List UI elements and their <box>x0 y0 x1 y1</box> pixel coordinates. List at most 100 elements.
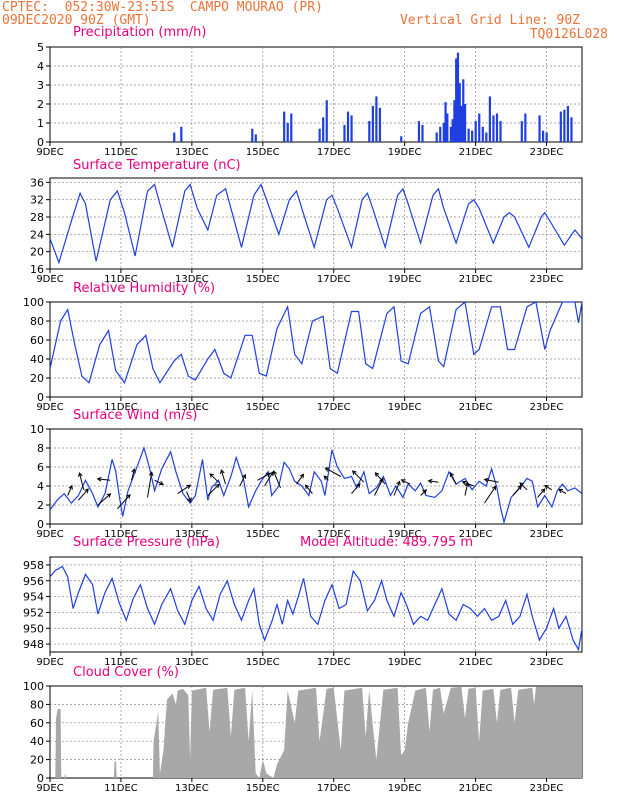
x-tick-label: 19DEC <box>388 274 422 285</box>
x-tick-label: 11DEC <box>104 147 138 158</box>
header-run-date: 09DEC2020 90Z (GMT) <box>2 13 151 28</box>
precip-bar <box>442 123 445 142</box>
precip-bar <box>492 115 495 142</box>
x-tick-label: 9DEC <box>36 147 63 158</box>
x-tick-label: 21DEC <box>459 657 493 668</box>
precip-bar <box>488 96 491 142</box>
x-tick-label: 9DEC <box>36 529 63 540</box>
wind-arrow <box>352 470 365 483</box>
wind-arrow-head <box>543 485 549 490</box>
wind-arrow <box>147 472 153 498</box>
panel-precip <box>46 46 583 146</box>
wind-arrow-head <box>159 480 164 486</box>
x-tick-label: 13DEC <box>175 529 209 540</box>
wind-arrow <box>296 474 304 485</box>
precip-bar <box>463 104 467 142</box>
panel-temp <box>46 177 583 273</box>
wind-arrow-head <box>464 481 470 487</box>
y-tick-label: 40 <box>30 735 44 748</box>
wind-arrow <box>537 488 546 498</box>
panel-title: Cloud Cover (%) <box>73 665 179 680</box>
wind-arrow <box>450 472 457 485</box>
precip-bar <box>462 79 465 142</box>
wind-arrow <box>207 483 220 496</box>
wind-arrow-head <box>126 494 131 499</box>
wind-arrow <box>544 485 553 491</box>
precip-bar <box>481 126 484 142</box>
wind-arrow <box>209 473 219 483</box>
wind-arrow-head <box>558 488 564 494</box>
precip-bar <box>375 96 378 142</box>
wind-arrow-head <box>96 476 102 482</box>
x-tick-label: 9DEC <box>36 402 63 413</box>
wind-arrow-head <box>209 473 215 478</box>
x-tick-label: 15DEC <box>246 657 280 668</box>
wind-arrow <box>239 474 246 487</box>
wind-arrow-head <box>449 471 455 477</box>
precip-bar <box>570 117 573 142</box>
y-tick-label: 80 <box>30 698 44 711</box>
precip-bar <box>343 124 346 142</box>
wind-arrow <box>305 484 313 494</box>
y-tick-label: 24 <box>30 228 44 241</box>
panel-title: Surface Pressure (hPa) <box>73 535 220 550</box>
precip-bar <box>524 113 527 142</box>
precip-bar <box>439 126 442 142</box>
y-tick-label: 956 <box>23 575 44 588</box>
wind-arrow <box>257 472 271 481</box>
panel-cloud <box>46 685 583 782</box>
wind-arrow <box>67 485 73 496</box>
wind-arrow-head <box>461 480 467 486</box>
precip-bar <box>286 123 289 142</box>
wind-arrow-head <box>241 473 246 479</box>
series-line <box>49 300 583 385</box>
wind-arrow-head <box>272 470 277 476</box>
precip-bar <box>520 121 523 142</box>
precip-bar <box>499 121 502 142</box>
wind-arrow <box>401 479 411 485</box>
precip-bar <box>559 111 562 142</box>
y-tick-label: 40 <box>30 353 44 366</box>
x-tick-label: 13DEC <box>175 402 209 413</box>
precip-bar <box>350 115 353 142</box>
wind-arrow <box>374 478 384 496</box>
y-tick-label: 20 <box>30 246 44 259</box>
wind-arrow-head <box>422 489 427 494</box>
wind-arrow <box>462 481 475 487</box>
wind-arrow <box>420 489 427 496</box>
wind-arrow <box>131 468 135 481</box>
x-tick-label: 11DEC <box>104 657 138 668</box>
panel-rh <box>46 300 583 401</box>
wind-arrow <box>220 469 227 485</box>
wind-arrow <box>117 494 131 510</box>
precip-bar <box>251 128 254 142</box>
x-tick-label: 13DEC <box>175 783 209 794</box>
header-grid-line: Vertical Grid Line: 90Z <box>399 13 580 28</box>
x-tick-label: 17DEC <box>317 147 351 158</box>
panel-annotation: Model Altitude: 489.795 m <box>300 535 473 550</box>
x-tick-label: 21DEC <box>459 783 493 794</box>
cloud-area <box>50 686 582 778</box>
wind-arrow <box>325 467 342 477</box>
wind-arrow <box>77 488 89 501</box>
y-tick-label: 952 <box>23 606 44 619</box>
wind-arrow <box>177 484 191 495</box>
x-tick-label: 23DEC <box>530 783 564 794</box>
y-tick-label: 6 <box>37 461 44 474</box>
x-tick-label: 13DEC <box>175 274 209 285</box>
series-line <box>49 183 583 265</box>
x-tick-label: 9DEC <box>36 274 63 285</box>
y-tick-label: 948 <box>23 638 44 651</box>
x-tick-label: 15DEC <box>246 274 280 285</box>
y-tick-label: 100 <box>23 296 44 309</box>
panel-pres <box>46 556 583 656</box>
wind-arrow <box>186 491 192 502</box>
x-tick-label: 23DEC <box>530 657 564 668</box>
wind-arrow-head <box>215 483 220 489</box>
y-tick-label: 950 <box>23 622 44 635</box>
panel-frame <box>49 428 583 525</box>
precip-bar <box>566 105 570 142</box>
wind-arrow <box>512 485 522 496</box>
x-tick-label: 13DEC <box>175 657 209 668</box>
